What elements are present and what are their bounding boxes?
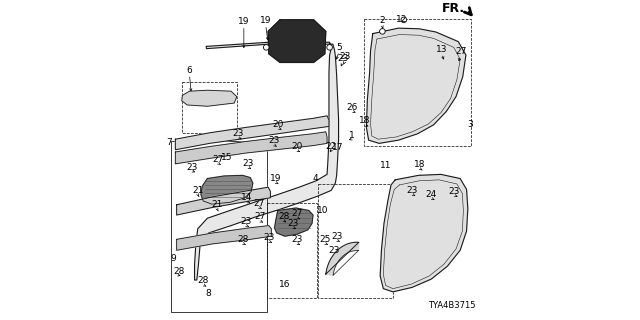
Text: 1: 1 xyxy=(349,131,355,140)
Text: 23: 23 xyxy=(329,246,340,255)
Circle shape xyxy=(381,30,384,33)
Text: 28: 28 xyxy=(173,267,184,276)
Text: 23: 23 xyxy=(263,233,275,242)
Text: 13: 13 xyxy=(436,45,447,54)
Text: 23: 23 xyxy=(287,219,298,228)
Bar xyxy=(319,184,393,298)
Text: 6: 6 xyxy=(187,66,192,75)
Polygon shape xyxy=(177,187,270,215)
Text: 4: 4 xyxy=(312,174,318,183)
Text: 27: 27 xyxy=(212,155,224,164)
Polygon shape xyxy=(201,175,253,204)
Text: 23: 23 xyxy=(233,129,244,138)
Text: 23: 23 xyxy=(406,186,418,195)
Text: 23: 23 xyxy=(331,232,342,241)
Circle shape xyxy=(401,17,406,22)
Text: 26: 26 xyxy=(346,103,358,112)
Circle shape xyxy=(403,18,406,21)
Text: 23: 23 xyxy=(291,235,303,244)
Circle shape xyxy=(265,46,268,49)
Text: 19: 19 xyxy=(260,16,271,25)
Text: 9: 9 xyxy=(171,254,176,263)
Text: 7: 7 xyxy=(166,138,172,147)
Text: 23: 23 xyxy=(339,52,351,61)
Text: 8: 8 xyxy=(206,289,211,298)
Text: 24: 24 xyxy=(426,190,437,199)
Bar xyxy=(364,19,471,146)
Polygon shape xyxy=(380,174,468,292)
Text: 18: 18 xyxy=(359,116,371,125)
Text: 5: 5 xyxy=(337,43,342,52)
Text: 14: 14 xyxy=(241,193,253,202)
Text: 27: 27 xyxy=(254,212,266,221)
Text: 27: 27 xyxy=(455,47,467,56)
Text: 19: 19 xyxy=(238,17,250,26)
Text: 23: 23 xyxy=(337,54,349,63)
Text: 28: 28 xyxy=(278,212,290,221)
Polygon shape xyxy=(326,242,359,276)
Text: 23: 23 xyxy=(268,136,279,145)
Text: 21: 21 xyxy=(192,186,204,195)
Circle shape xyxy=(328,46,332,49)
Text: 12: 12 xyxy=(396,15,407,24)
Polygon shape xyxy=(275,208,313,236)
Circle shape xyxy=(327,45,332,50)
Bar xyxy=(182,82,237,133)
Text: 11: 11 xyxy=(380,161,391,170)
Text: 3: 3 xyxy=(467,120,472,129)
Text: 23: 23 xyxy=(449,187,460,196)
Text: 2: 2 xyxy=(379,16,385,25)
Polygon shape xyxy=(195,42,339,280)
Text: TYA4B3715: TYA4B3715 xyxy=(428,301,475,310)
Text: 20: 20 xyxy=(273,120,284,129)
Polygon shape xyxy=(268,20,326,62)
Polygon shape xyxy=(177,226,271,250)
Text: 20: 20 xyxy=(291,142,303,151)
Text: 18: 18 xyxy=(414,160,426,169)
Text: 10: 10 xyxy=(317,206,328,215)
Text: 27: 27 xyxy=(253,199,264,208)
Circle shape xyxy=(380,29,385,34)
Polygon shape xyxy=(182,90,237,106)
Text: 27: 27 xyxy=(291,209,303,218)
Circle shape xyxy=(264,45,269,50)
Text: 23: 23 xyxy=(186,163,198,172)
Polygon shape xyxy=(366,28,466,143)
Bar xyxy=(268,203,317,298)
Text: 28: 28 xyxy=(237,235,248,244)
Text: 21: 21 xyxy=(211,200,223,209)
Bar xyxy=(171,141,268,312)
Text: 16: 16 xyxy=(279,280,291,289)
Text: 17: 17 xyxy=(332,143,343,152)
Text: 28: 28 xyxy=(198,276,209,285)
Text: 22: 22 xyxy=(326,142,337,151)
Text: 19: 19 xyxy=(270,174,282,183)
Text: 23: 23 xyxy=(240,217,252,226)
Polygon shape xyxy=(175,116,329,150)
Text: 23: 23 xyxy=(243,159,253,168)
Polygon shape xyxy=(175,132,327,164)
Text: 15: 15 xyxy=(221,153,233,162)
Text: FR.: FR. xyxy=(442,3,465,15)
Text: 25: 25 xyxy=(319,235,330,244)
